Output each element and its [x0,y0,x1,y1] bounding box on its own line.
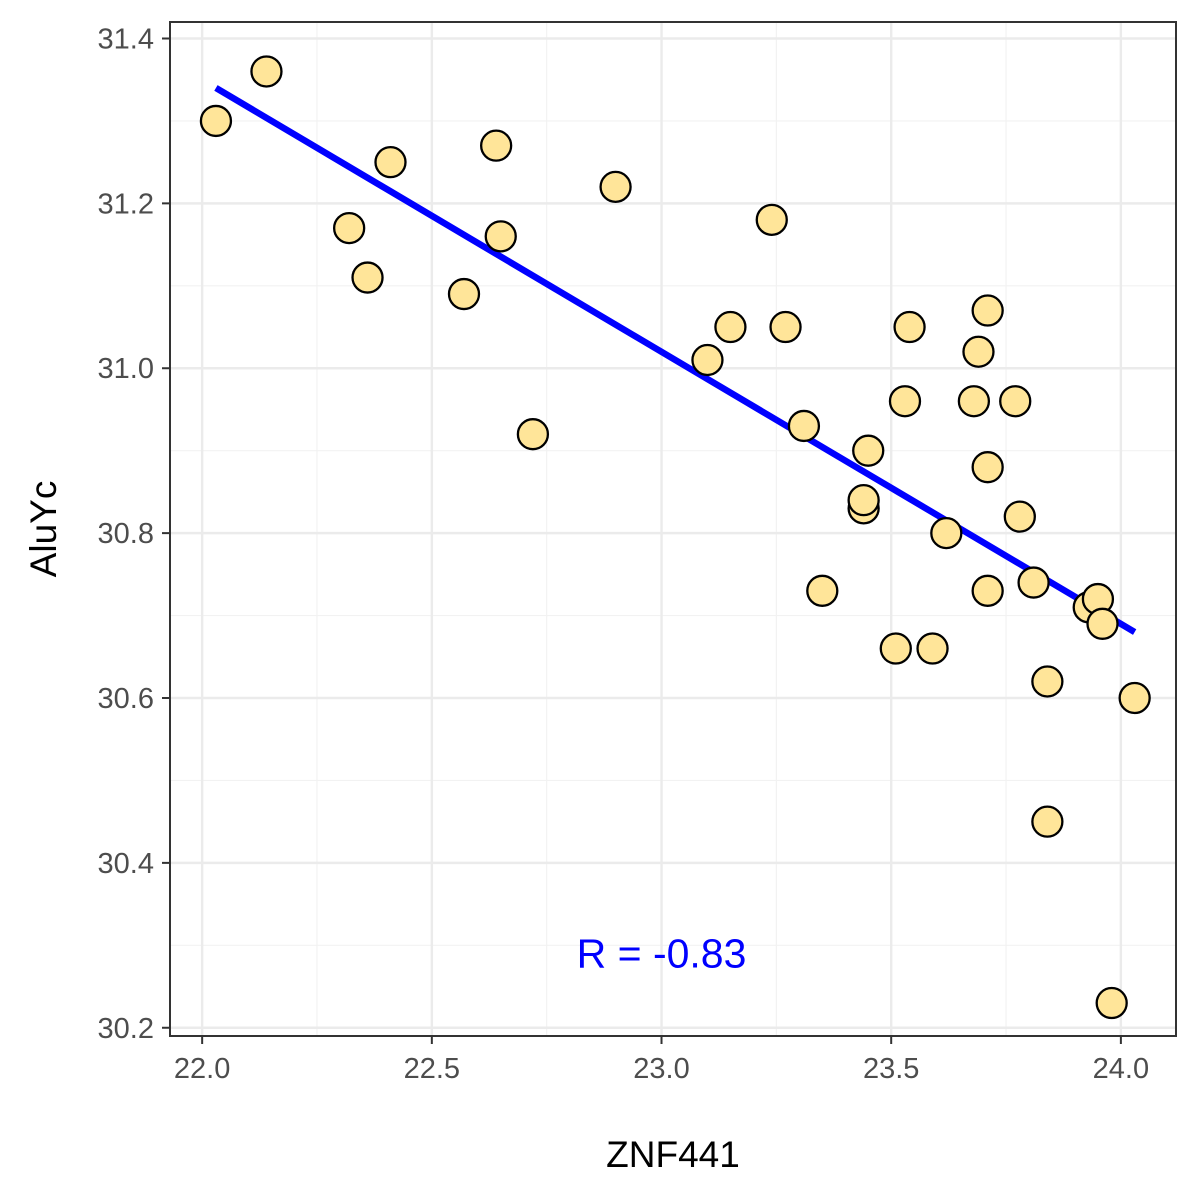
data-point [971,574,1004,607]
data-point [479,129,513,162]
major-grid [170,22,1176,1036]
data-point [516,418,550,451]
data-point [888,385,922,418]
data-point [893,310,926,344]
data-points [199,55,1151,1020]
plot-border [169,21,1177,1037]
data-point [599,170,632,204]
data-point [1017,566,1050,599]
data-point [484,220,517,253]
data-point [714,310,747,344]
data-point [691,343,724,377]
data-point [930,516,963,550]
y-tick-label: 30.2 [98,1013,154,1045]
data-point [250,55,283,88]
data-point [333,211,366,245]
y-tick-label: 30.8 [98,518,154,550]
y-axis-title: AluYc [23,481,64,578]
x-axis-title: ZNF441 [606,1134,740,1175]
correlation-annotation: R = -0.83 [577,931,747,977]
data-point [852,434,885,467]
data-point [962,335,995,368]
y-tick-label: 31.2 [98,188,154,220]
data-point [957,385,991,418]
regression-line [214,85,1137,635]
data-point [971,451,1004,484]
x-tick-label: 22.5 [404,1053,460,1085]
data-point [1003,500,1036,533]
data-point [1095,986,1128,1020]
x-axis: 22.0 22.5 23.0 23.5 24.0 [174,1036,1149,1085]
data-point [1031,665,1064,698]
data-point [806,574,839,607]
x-tick-label: 23.0 [633,1053,689,1085]
data-point [199,104,233,138]
data-point [847,483,880,517]
data-point [1031,805,1064,838]
data-point [351,261,384,294]
x-tick-label: 24.0 [1093,1053,1149,1085]
x-tick-label: 22.0 [174,1053,230,1085]
y-tick-label: 30.6 [98,683,154,715]
data-point [769,310,802,344]
data-point [971,294,1004,327]
y-tick-label: 31.0 [98,353,154,385]
data-point [999,385,1032,418]
plot-panel [170,22,1176,1036]
data-point [916,632,949,665]
x-tick-label: 23.5 [863,1053,919,1085]
y-tick-label: 30.4 [98,848,154,880]
data-point [755,203,788,237]
data-point [1086,607,1119,640]
y-axis: 30.2 30.4 30.6 30.8 31.0 31.2 31.4 [98,23,170,1045]
data-point [447,277,481,311]
data-point [787,409,821,443]
regression-line-layer [214,85,1137,635]
data-point [879,632,912,665]
data-point [1118,681,1151,715]
minor-grid [170,22,1176,1036]
y-tick-label: 31.4 [98,23,154,55]
data-point [374,145,407,179]
